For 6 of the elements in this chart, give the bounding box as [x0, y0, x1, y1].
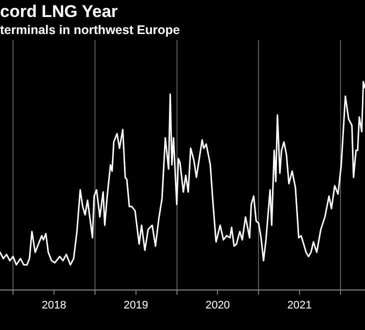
chart-title: cord LNG Year — [0, 2, 118, 22]
x-tick-label: 2019 — [124, 299, 148, 312]
chart-subtitle: terminals in northwest Europe — [0, 23, 180, 37]
x-tick-label: 2021 — [287, 299, 312, 312]
x-tick-label: 2020 — [205, 299, 230, 312]
x-tick-label: 2018 — [42, 299, 66, 312]
